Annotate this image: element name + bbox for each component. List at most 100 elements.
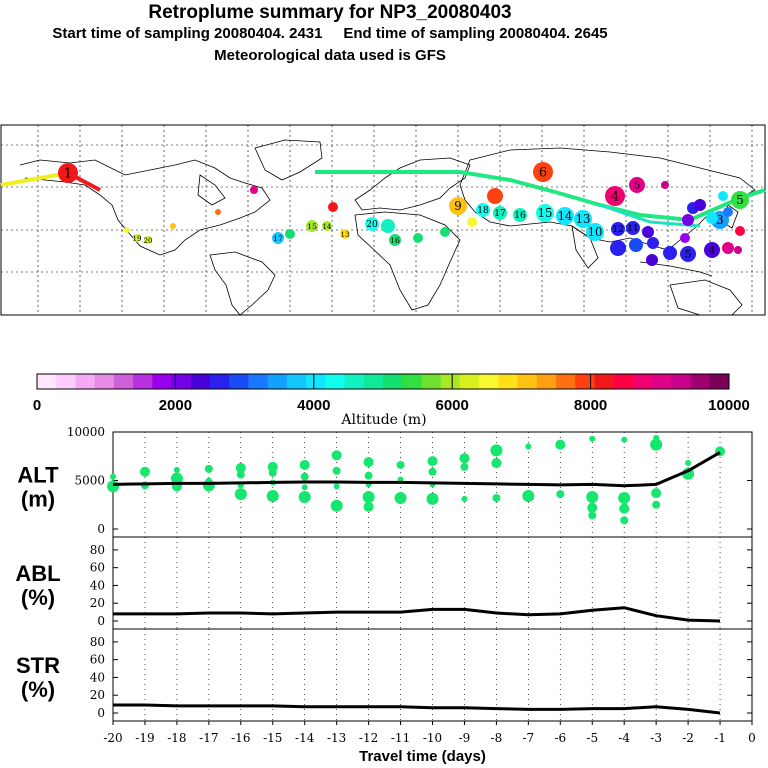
start-time: Start time of sampling 20080404. 2431 — [52, 25, 323, 42]
plume-marker-label: 1 — [64, 167, 72, 182]
scatter-point — [492, 493, 501, 502]
plume-marker — [250, 186, 258, 194]
plume-marker-label: 10 — [588, 225, 603, 239]
plume-marker — [285, 229, 295, 239]
series-line — [113, 606, 721, 623]
y-tick-label: 60 — [90, 653, 105, 667]
colorbar-swatch — [210, 374, 230, 389]
scatter-point — [619, 503, 630, 514]
scatter-point — [461, 495, 468, 502]
colorbar-swatch — [171, 374, 192, 389]
x-tick-label: -15 — [263, 731, 282, 745]
plume-marker — [328, 202, 338, 212]
colorbar-swatch — [229, 374, 249, 389]
colorbar-swatch — [652, 374, 672, 389]
plume-marker — [629, 177, 645, 193]
scatter-point — [459, 453, 470, 464]
plume-marker — [133, 234, 141, 242]
y-tick-label: 0 — [97, 614, 105, 628]
plume-marker — [449, 197, 467, 215]
coastline-europe — [354, 157, 471, 211]
colorbar-swatch — [286, 374, 307, 389]
plume-marker — [642, 226, 654, 238]
plume-marker — [306, 220, 318, 232]
coastline-hudson — [197, 174, 226, 206]
y-tick-label: 40 — [90, 670, 105, 684]
panel-abl: 0 20 40 60 80 ABL(%) — [15, 536, 753, 630]
scatter-point — [618, 491, 631, 504]
colorbar-swatch — [479, 374, 499, 389]
colorbar-swatch — [152, 374, 173, 389]
scatter-point — [139, 466, 150, 477]
colorbar-swatch — [613, 374, 634, 389]
scatter-point — [301, 484, 308, 491]
plume-marker-label: 19 — [133, 235, 142, 243]
colorbar-swatch — [94, 374, 115, 389]
y-axis-unit: (m) — [21, 487, 55, 512]
scatter-point — [332, 466, 341, 475]
scatter-point — [556, 490, 565, 499]
scatter-point — [362, 490, 375, 503]
coastline-north-america — [19, 159, 271, 256]
plume-marker — [610, 240, 626, 256]
colorbar-swatch — [556, 374, 576, 389]
colorbar-axis-label: Altitude (m) — [340, 412, 426, 428]
scatter-point — [363, 457, 374, 468]
x-tick-label: -7 — [522, 731, 534, 745]
plume-marker-label: 20 — [366, 220, 378, 230]
x-tick-label: -19 — [135, 731, 154, 745]
plume-marker — [704, 242, 720, 258]
plume-marker — [734, 246, 742, 254]
colorbar-swatch — [383, 374, 403, 389]
plume-marker-label: 16 — [514, 211, 526, 221]
y-axis-unit: (%) — [21, 585, 55, 610]
track-segment-main — [315, 170, 766, 223]
scatter-point — [525, 443, 532, 450]
x-tick-label: -3 — [650, 731, 662, 745]
x-tick-label: -20 — [103, 731, 122, 745]
altitude-colorbar: 0 2000 4000 6000 8000 10000 Altitude (m) — [33, 373, 750, 428]
scatter-point — [266, 490, 279, 503]
colorbar-tick-label: 4000 — [297, 397, 330, 414]
scatter-point — [426, 492, 439, 505]
scatter-point — [620, 516, 629, 525]
colorbar-swatch — [671, 374, 692, 389]
plume-marker — [513, 208, 527, 222]
plume-marker — [381, 219, 395, 233]
scatter-point — [364, 471, 373, 480]
x-tick-label: -5 — [586, 731, 598, 745]
colorbar-swatch — [632, 374, 653, 389]
y-tick-label: 0 — [97, 706, 105, 720]
scatter-point — [428, 467, 437, 476]
end-time: End time of sampling 20080404. 2645 — [343, 25, 608, 42]
x-tick-label: -13 — [327, 731, 346, 745]
plume-marker-label: 15 — [538, 206, 553, 220]
plume-marker-label: 5 — [634, 180, 641, 192]
x-axis-label: Travel time (days) — [359, 748, 486, 765]
y-axis-label: ABL — [15, 561, 60, 586]
plume-marker — [718, 191, 728, 201]
colorbar-swatch — [363, 374, 384, 389]
colorbar-swatch — [459, 374, 480, 389]
scatter-point — [589, 435, 596, 442]
plume-marker — [413, 233, 423, 243]
colorbar-swatch — [133, 374, 153, 389]
plume-marker-label: 5 — [685, 249, 692, 261]
x-tick-label: -11 — [391, 731, 410, 745]
plume-marker — [611, 222, 625, 236]
scatter-point — [555, 439, 566, 450]
colorbar-swatch — [37, 374, 57, 389]
plume-marker — [533, 162, 553, 182]
colorbar-swatch — [344, 374, 365, 389]
scatter-point — [170, 472, 183, 485]
plume-marker — [694, 199, 706, 211]
colorbar-swatch — [498, 374, 519, 389]
colorbar-swatch — [440, 374, 461, 389]
colorbar-swatch — [306, 374, 326, 389]
sampling-times: Start time of sampling 20080404. 2431 En… — [0, 25, 660, 42]
scatter-point — [331, 450, 342, 461]
y-axis-label: ALT — [17, 463, 59, 488]
